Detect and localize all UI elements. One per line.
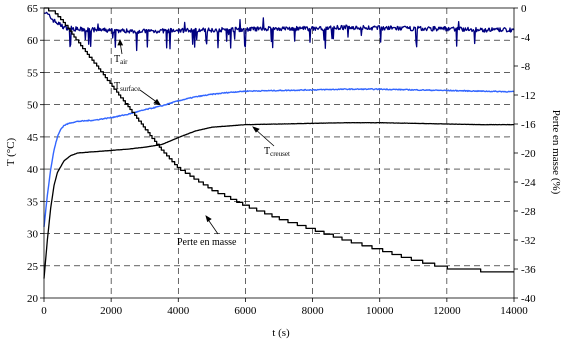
x-tick-label: 8000 xyxy=(302,305,325,317)
y-left-tick-label: 65 xyxy=(27,3,39,15)
series-line-t-creuset xyxy=(43,121,515,279)
y-right-tick-label: -40 xyxy=(521,293,536,305)
arrowhead-t-surface xyxy=(153,98,161,106)
annotation-arrows xyxy=(117,39,275,235)
y-left-tick-label: 30 xyxy=(27,229,39,241)
y-right-tick-label: -24 xyxy=(521,177,536,189)
y-right-tick-label: 0 xyxy=(521,3,527,15)
x-tick-label: 10000 xyxy=(366,305,394,317)
annotation-t-creuset-main: T xyxy=(264,146,270,157)
y-left-tick-label: 20 xyxy=(27,293,39,305)
arrowhead-t-creuset xyxy=(252,126,260,133)
series-line-perte xyxy=(44,7,514,273)
arrowhead-t-air xyxy=(117,39,124,46)
y-left-tick-label: 50 xyxy=(27,100,39,112)
y-left-tick-label: 25 xyxy=(27,261,39,273)
y-right-tick-label: -16 xyxy=(521,119,536,131)
annotation-perte: Perte en masse xyxy=(177,237,237,248)
x-axis-title: t (s) xyxy=(272,327,290,339)
y-right-tick-label: -28 xyxy=(521,206,536,218)
arrowhead-perte xyxy=(205,215,212,223)
x-tick-label: 0 xyxy=(41,305,47,317)
annotation-t-air: Tair xyxy=(114,54,128,66)
series-line-t-surface xyxy=(43,88,515,227)
annotation-t-creuset: Tcreuset xyxy=(264,146,290,158)
y-axis-left-title: T (°C) xyxy=(5,138,17,167)
y-left-tick-label: 35 xyxy=(27,196,39,208)
y-axis-right-title: Perte en masse (%) xyxy=(550,110,561,195)
annotation-t-surface-sub: surface xyxy=(120,85,140,93)
y-left-tick-label: 60 xyxy=(27,35,39,47)
x-tick-label: 4000 xyxy=(167,305,190,317)
arrow-t-surface xyxy=(139,89,159,104)
y-right-tick-label: -4 xyxy=(521,32,531,44)
x-tick-label: 14000 xyxy=(500,305,528,317)
y-left-tick-label: 40 xyxy=(27,164,39,176)
annotation-t-air-sub: air xyxy=(120,58,128,66)
ticks: 0 2000 4000 6000 8000 10000 12000 14000 20 25 30 35… xyxy=(27,3,536,317)
y-right-tick-label: -32 xyxy=(521,235,536,247)
x-tick-label: 6000 xyxy=(234,305,257,317)
annotation-t-surface: Tsurface xyxy=(114,81,140,93)
x-tick-label: 12000 xyxy=(433,305,461,317)
annotation-t-air-main: T xyxy=(114,54,120,65)
y-right-tick-label: -36 xyxy=(521,264,536,276)
y-left-tick-label: 45 xyxy=(27,132,39,144)
y-left-tick-label: 55 xyxy=(27,67,39,79)
y-right-tick-label: -20 xyxy=(521,148,536,160)
arrow-t-creuset xyxy=(254,128,275,147)
annotation-t-creuset-sub: creuset xyxy=(270,150,290,158)
x-tick-label: 2000 xyxy=(100,305,123,317)
series-line-t-air xyxy=(43,11,515,52)
annotations: Tair Tsurface Tcreuset Perte en masse xyxy=(114,39,290,248)
grid xyxy=(44,8,514,298)
annotation-t-surface-main: T xyxy=(114,81,120,92)
y-right-tick-label: -8 xyxy=(521,61,531,73)
y-right-tick-label: -12 xyxy=(521,90,536,102)
series-layer xyxy=(43,7,515,279)
